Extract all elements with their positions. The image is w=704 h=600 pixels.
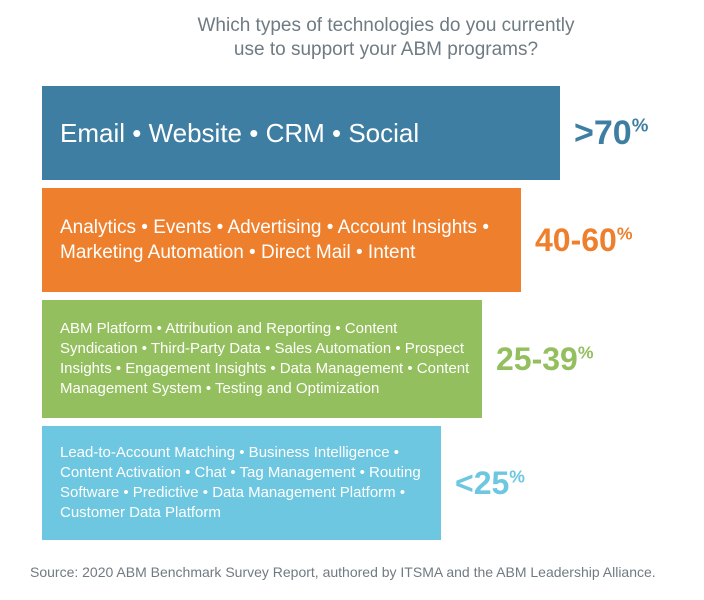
source-attribution: Source: 2020 ABM Benchmark Survey Report… (30, 564, 656, 580)
bar-items-text: Email • Website • CRM • Social (60, 116, 419, 150)
bar: Email • Website • CRM • Social (42, 86, 560, 180)
bar: Lead-to-Account Matching • Business Inte… (42, 426, 441, 540)
bar-row: Email • Website • CRM • Social >70% (42, 86, 648, 180)
percent-unit: % (632, 115, 649, 136)
percent-value: 40-60 (535, 222, 617, 258)
percent-unit: % (617, 223, 633, 243)
bar-items-text: ABM Platform • Attribution and Reporting… (60, 319, 470, 398)
bar-items-text: Lead-to-Account Matching • Business Inte… (60, 443, 429, 522)
bar: ABM Platform • Attribution and Reporting… (42, 300, 482, 418)
percent-label: >70% (574, 116, 648, 150)
percent-value: >70 (574, 114, 632, 152)
bar-row: Lead-to-Account Matching • Business Inte… (42, 426, 525, 540)
percent-unit: % (578, 342, 594, 362)
percent-label: <25% (455, 467, 525, 499)
bar-row: ABM Platform • Attribution and Reporting… (42, 300, 594, 418)
percent-label: 25-39% (496, 343, 594, 375)
percent-value: <25 (455, 465, 509, 501)
chart-title: Which types of technologies do you curre… (196, 14, 576, 63)
bar-row: Analytics • Events • Advertising • Accou… (42, 188, 633, 292)
percent-unit: % (509, 466, 525, 486)
percent-value: 25-39 (496, 341, 578, 377)
percent-label: 40-60% (535, 224, 633, 256)
bar-items-text: Analytics • Events • Advertising • Accou… (60, 215, 509, 265)
bar: Analytics • Events • Advertising • Accou… (42, 188, 521, 292)
